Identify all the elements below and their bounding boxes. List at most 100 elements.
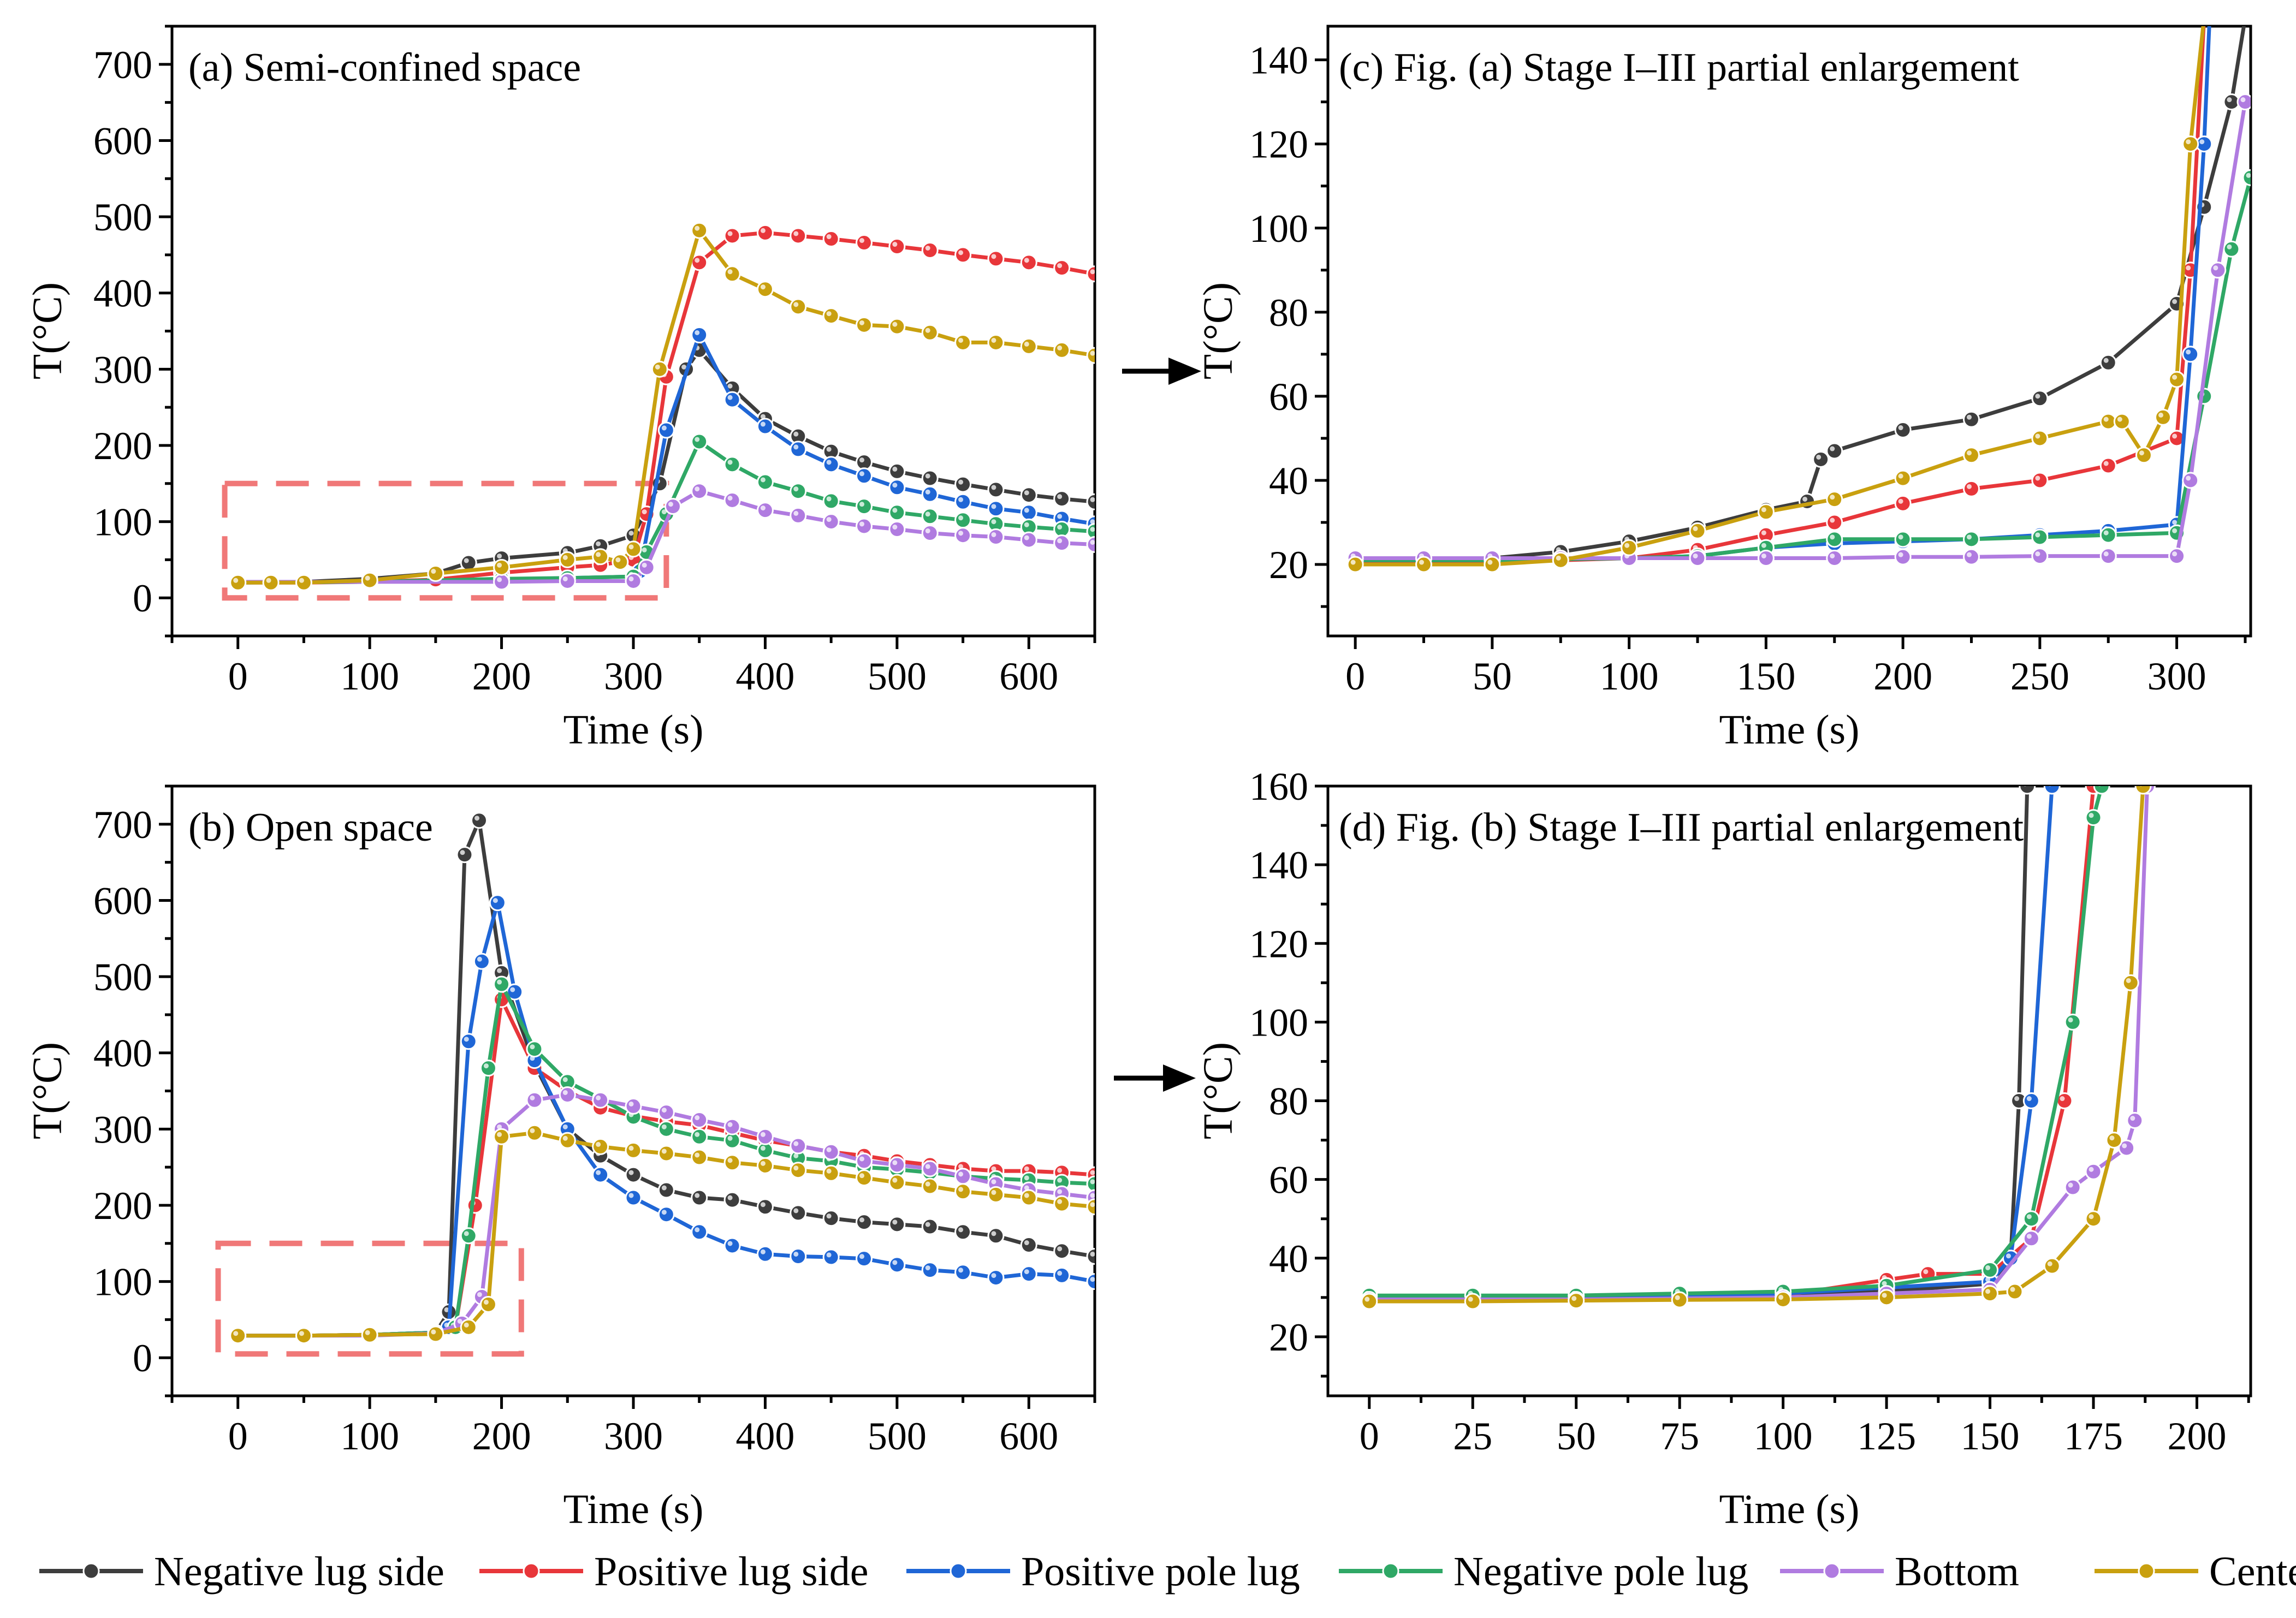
x-axis-label-d: Time (s) [1719,1486,1860,1532]
data-point-c-positive_pole_lug-11 [2182,346,2199,363]
legend-marker-negative_pole_lug [1382,1562,1399,1580]
data-point-gloss-c-negative_lug_side-14 [2172,299,2178,304]
data-point-c-bottom-6 [1757,549,1775,567]
data-point-gloss-b-center-15 [793,1165,799,1171]
data-point-a-positive_lug_side-11 [723,227,741,245]
x-tick-label-b-3: 300 [604,1414,663,1458]
data-point-gloss-b-negative_lug_side-4 [444,1307,449,1312]
data-point-gloss-a-center-4 [431,569,436,574]
data-point-gloss-c-negative_lug_side-16 [2227,97,2232,103]
data-point-gloss-d-negative_pole_lug-5 [1882,1281,1887,1286]
data-point-gloss-b-positive_pole_lug-8 [510,987,515,992]
data-point-a-center-2 [295,574,312,591]
data-point-b-bottom-10 [657,1104,675,1121]
data-point-gloss-b-positive_pole_lug-18 [826,1252,832,1258]
data-point-gloss-a-negative_lug_side-22 [1057,494,1063,499]
data-point-gloss-b-negative_pole_lug-13 [695,1132,700,1137]
data-point-b-center-7 [526,1124,543,1141]
data-point-gloss-a-positive_lug_side-14 [826,234,832,240]
data-point-gloss-a-positive_pole_lug-13 [892,483,898,488]
data-point-gloss-b-negative_lug_side-17 [826,1214,832,1219]
x-tick-label-a-3: 300 [604,655,663,698]
data-point-d-center-2 [1568,1292,1585,1310]
data-point-gloss-c-negative_pole_lug-6 [1898,534,1903,540]
x-tick-label-d-3: 75 [1660,1414,1699,1458]
data-point-gloss-a-positive_lug_side-10 [695,258,700,263]
data-point-c-positive_lug_side-8 [2031,472,2049,489]
data-point-d-center-5 [1878,1289,1895,1306]
panel-c-enlargement-a: 0 50 100 150 200 250 300 20 40 60 80 100 120 140 (c) … [1195,25,2252,753]
x-tick-label-d-7: 175 [2064,1414,2123,1458]
x-tick-label-c-1: 50 [1473,655,1512,698]
data-point-b-center-8 [559,1132,576,1149]
data-point-a-bottom-5 [638,558,655,576]
data-point-gloss-a-negative_lug_side-18 [925,473,930,479]
data-point-a-center-16 [856,316,873,334]
data-point-b-bottom-19 [954,1168,972,1185]
data-point-a-center-5 [493,558,511,576]
data-point-gloss-a-negative_lug_side-10 [681,364,687,370]
axis-ticks-b: 0 100 200 300 400 500 600 0 100 200 300 400 500 600 70… [93,784,1096,1458]
y-tick-label-c-3: 80 [1269,291,1308,335]
data-point-gloss-b-bottom-10 [661,1108,667,1113]
data-point-a-center-8 [612,554,629,571]
data-point-gloss-c-negative_lug_side-11 [1966,414,1972,420]
data-point-c-negative_lug_side-8 [1812,450,1830,468]
data-point-d-center-8 [2043,1257,2061,1275]
data-point-b-bottom-6 [526,1091,543,1109]
data-point-gloss-b-center-3 [431,1329,436,1335]
data-point-a-center-22 [1053,341,1071,359]
data-point-gloss-b-negative_lug_side-20 [925,1222,930,1227]
data-point-gloss-b-positive_pole_lug-25 [1057,1270,1063,1276]
data-point-gloss-b-bottom-18 [925,1164,930,1169]
legend-label-center: Center [2209,1549,2296,1595]
data-point-b-center-6 [493,1128,511,1145]
x-tick-label-c-5: 250 [2010,655,2069,698]
data-point-gloss-a-negative_lug_side-23 [1090,497,1095,502]
data-point-gloss-c-bottom-6 [1761,553,1766,558]
data-point-gloss-d-positive_lug_side-9 [2060,1096,2065,1102]
panel-b-open-space: 0 100 200 300 400 500 600 0 100 200 300 400 500 600 70… [25,784,1096,1532]
data-point-b-center-15 [790,1162,807,1179]
data-point-a-bottom-8 [723,491,741,509]
data-point-c-center-8 [1894,469,1912,487]
data-point-b-bottom-7 [559,1086,576,1103]
data-point-gloss-a-negative_pole_lug-15 [958,515,964,521]
data-point-a-positive_lug_side-15 [856,234,873,252]
data-point-gloss-b-center-8 [562,1135,568,1141]
data-point-gloss-c-negative_lug_side-13 [2103,358,2109,363]
data-point-gloss-a-negative_pole_lug-18 [1057,525,1063,530]
data-point-a-bottom-14 [921,525,939,542]
data-point-a-positive_pole_lug-13 [888,479,906,496]
data-point-b-negative_lug_side-6 [471,812,488,829]
data-point-d-negative_lug_side-9 [2019,786,2036,795]
series-line-d-positive_pole_lug [1367,786,2054,1300]
data-point-a-center-9 [625,540,642,558]
series-line-b-negative_lug_side [236,818,1095,1338]
data-point-gloss-a-center-5 [497,562,502,568]
data-point-d-bottom-6 [2064,1179,2081,1196]
data-point-gloss-a-bottom-13 [892,525,898,530]
data-point-gloss-c-center-12 [2117,417,2122,422]
data-point-gloss-a-bottom-19 [1090,539,1095,545]
data-point-gloss-b-bottom-19 [958,1171,964,1177]
data-point-b-positive_pole_lug-5 [460,1033,477,1050]
data-point-a-center-4 [427,565,444,582]
y-tick-label-a-7: 700 [93,43,152,87]
data-point-gloss-b-center-19 [925,1181,930,1187]
data-point-gloss-a-center-11 [695,225,700,231]
y-tick-label-c-0: 20 [1269,543,1308,587]
highlight-rect-a [222,480,669,601]
data-point-gloss-a-bottom-18 [1057,538,1063,544]
series-line-d-positive_lug_side [1367,786,2096,1301]
data-point-c-negative_lug_side-12 [2031,390,2049,407]
data-point-a-negative_lug_side-20 [987,481,1005,498]
data-point-a-negative_lug_side-17 [888,462,906,480]
x-tick-label-c-2: 100 [1600,655,1659,698]
series-line-c-negative_lug_side [1353,26,2246,564]
data-point-gloss-a-center-8 [615,557,621,563]
data-point-gloss-a-center-10 [655,364,660,370]
data-point-c-bottom-8 [1894,548,1912,566]
legend: Negative lug side Positive lug side Positi… [39,1549,2296,1595]
